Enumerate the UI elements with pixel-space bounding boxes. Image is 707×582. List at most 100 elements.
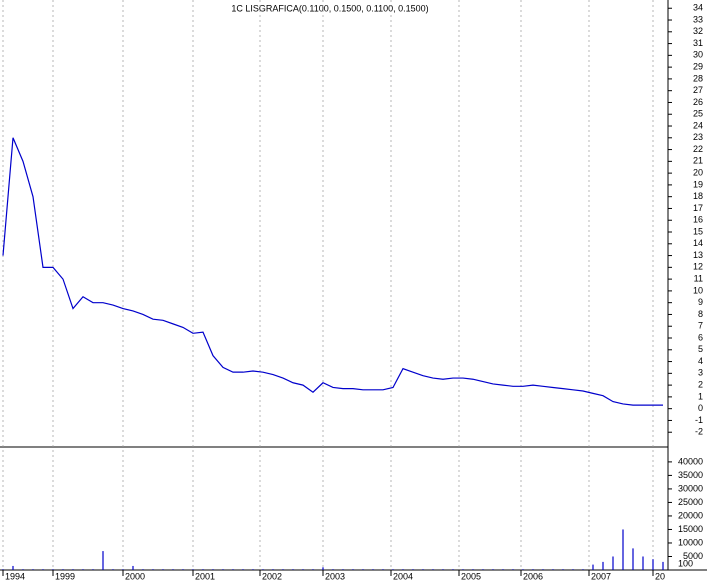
volume-bar	[102, 551, 104, 570]
y-tick-label: 26	[693, 97, 703, 107]
x-tick-label: 20	[655, 571, 665, 581]
volume-bar	[582, 569, 584, 570]
volume-bar	[162, 569, 164, 570]
volume-bar	[392, 569, 394, 570]
x-tick-label: 1994	[5, 571, 25, 581]
volume-bar	[192, 569, 194, 570]
volume-bar	[22, 569, 24, 570]
volume-bar	[352, 569, 354, 570]
price-line	[2, 137, 663, 406]
y-tick-label: 22	[693, 144, 703, 154]
y-tick-label: 25000	[678, 497, 703, 507]
y-tick-label: 34	[693, 3, 703, 13]
volume-bar	[262, 569, 264, 570]
volume-bar	[602, 561, 604, 570]
y-tick-label: 15000	[678, 524, 703, 534]
x-tick-label: 2001	[195, 571, 215, 581]
volume-bar	[222, 569, 224, 570]
y-tick-label: 28	[693, 73, 703, 83]
volume-bar	[482, 569, 484, 570]
y-tick-label: 10	[693, 285, 703, 295]
volume-bar	[522, 569, 524, 570]
volume-bar	[202, 569, 204, 570]
x-tick-label: 2005	[461, 571, 481, 581]
volume-bar	[112, 569, 114, 570]
x-tick-label: 2007	[591, 571, 611, 581]
y-tick-label: 25	[693, 109, 703, 119]
volume-bar	[412, 569, 414, 570]
volume-bar	[382, 569, 384, 570]
y-tick-label: 29	[693, 62, 703, 72]
volume-bar	[442, 569, 444, 570]
y-tick-label: 18	[693, 191, 703, 201]
volume-bar	[42, 569, 44, 570]
x-tick-label: 2004	[393, 571, 413, 581]
volume-bar	[302, 569, 304, 570]
y-tick-label: 14	[693, 238, 703, 248]
volume-bar	[52, 569, 54, 570]
volume-bar	[372, 569, 374, 570]
y-tick-label: 13	[693, 250, 703, 260]
volume-bar	[632, 548, 634, 570]
y-tick-label: -1	[695, 415, 703, 425]
volume-bar	[552, 569, 554, 570]
volume-bar	[322, 567, 324, 570]
chart-title: 1C LISGRAFICA(0.1100, 0.1500, 0.1100, 0.…	[231, 3, 428, 13]
y-tick-label: 4	[698, 356, 703, 366]
y-tick-label: 27	[693, 85, 703, 95]
volume-bar	[622, 529, 624, 570]
volume-bar	[62, 569, 64, 570]
volume-bar	[472, 569, 474, 570]
volume-bar	[242, 569, 244, 570]
volume-bar	[662, 561, 664, 570]
volume-bar	[92, 569, 94, 570]
y-tick-label: 17	[693, 203, 703, 213]
y-tick-label: 24	[693, 120, 703, 130]
volume-bar	[292, 569, 294, 570]
volume-bar	[232, 569, 234, 570]
y-tick-label: 20000	[678, 510, 703, 520]
y-tick-label: 10000	[678, 537, 703, 547]
volume-bar	[2, 569, 4, 570]
volume-bar	[142, 569, 144, 570]
y-tick-label: -2	[695, 427, 703, 437]
volume-bar	[82, 569, 84, 570]
y-tick-label: 30	[693, 50, 703, 60]
volume-bar	[212, 569, 214, 570]
volume-bar	[182, 569, 184, 570]
y-tick-label: 32	[693, 26, 703, 36]
volume-bar	[592, 564, 594, 570]
volume-bar	[12, 565, 14, 570]
volume-bar	[462, 569, 464, 570]
volume-bar	[152, 569, 154, 570]
volume-bar	[172, 569, 174, 570]
volume-bar	[72, 569, 74, 570]
volume-bar	[532, 569, 534, 570]
x-tick-label: 1999	[55, 571, 75, 581]
volume-bar	[312, 569, 314, 570]
y-tick-label: 5	[698, 344, 703, 354]
volume-bar	[642, 556, 644, 570]
y-tick-label: 15	[693, 226, 703, 236]
volume-bar	[542, 569, 544, 570]
y-tick-label: 11	[694, 273, 703, 283]
y-tick-label: 33	[693, 14, 703, 24]
y-tick-label: 8	[698, 309, 703, 319]
y-tick-label: 40000	[678, 456, 703, 466]
volume-bar	[132, 565, 134, 570]
x-tick-label: 2006	[523, 571, 543, 581]
y-tick-label: 2	[698, 379, 703, 389]
y-tick-label: 30000	[678, 483, 703, 493]
volume-bar	[612, 556, 614, 570]
y-tick-label: 21	[693, 156, 703, 166]
volume-bar	[402, 569, 404, 570]
volume-bar	[32, 569, 34, 570]
volume-bar	[272, 569, 274, 570]
y-tick-label: 5000	[683, 551, 703, 561]
y-tick-label: 9	[698, 297, 703, 307]
volume-bar	[512, 569, 514, 570]
volume-bar	[282, 569, 284, 570]
volume-bar	[562, 569, 564, 570]
